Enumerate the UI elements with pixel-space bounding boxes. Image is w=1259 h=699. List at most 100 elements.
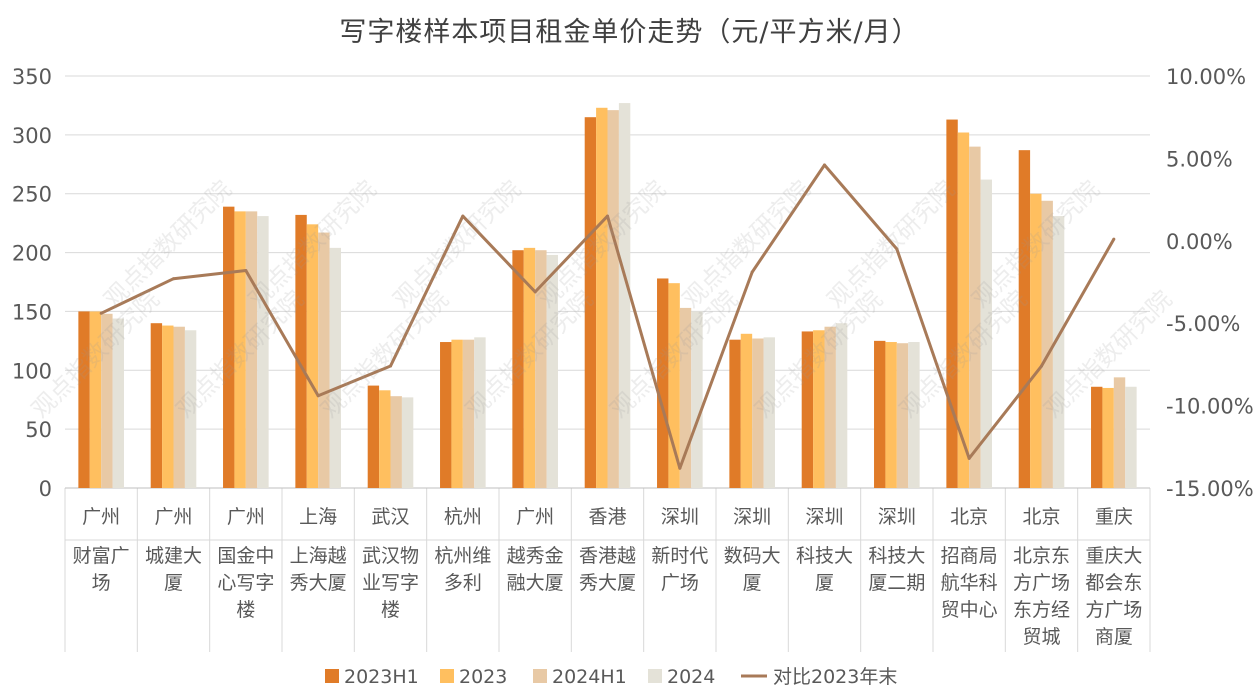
bar-2023H1 [874,340,886,488]
bar-2024H1 [824,326,836,488]
bar-2024 [257,216,269,488]
bar-2023 [740,333,753,488]
line-point [389,364,392,368]
bar-2023H1 [657,278,669,488]
bar-2024H1 [1041,200,1053,488]
bar-2024 [401,397,414,488]
category-name-label: 都会东 [1085,572,1142,594]
category-city-label: 深圳 [878,506,916,528]
legend-label: 2023 [459,666,507,688]
category-city-label: 杭州 [444,506,482,528]
category-name-label: 城建大 [145,545,202,567]
category-name-label: 商厦 [1095,626,1133,648]
y-left-tick-label: 100 [12,359,52,383]
line-point [99,311,103,315]
bar-2023H1 [512,250,524,488]
bar-2024 [980,179,992,489]
bar-2024H1 [969,146,981,488]
line-point [750,270,754,274]
category-name-label: 上海越 [290,545,347,567]
category-name-label: 武汉物 [362,545,419,567]
bar-2024 [546,254,558,488]
bar-2024 [618,103,631,489]
legend-label: 2024 [667,666,715,688]
category-name-label: 多利 [444,572,482,594]
category-city-label: 上海 [299,506,337,528]
bar-2023 [523,247,536,488]
line-point [967,456,971,460]
legend-label: 2024H1 [552,666,627,688]
bar-2024H1 [679,307,692,488]
bar-2023 [1102,387,1114,488]
bar-2023H1 [150,323,163,488]
bar-2024 [691,311,703,488]
bar-2023 [451,339,463,488]
category-name-label: 业写字 [362,572,419,594]
bar-2024 [908,342,920,488]
category-name-label: 方广场 [1013,572,1070,594]
category-city-label: 广州 [82,506,120,528]
bar-2023H1 [367,385,380,488]
bar-2024H1 [896,343,909,488]
bar-2023 [1030,193,1042,488]
line-point [244,268,248,272]
bar-2024 [835,323,848,488]
category-name-label: 越秀金 [507,545,564,567]
bar-2023H1 [1091,386,1103,488]
line-point [678,466,682,470]
category-city-label: 重庆 [1095,506,1133,528]
line-point [1112,237,1116,241]
bar-2023 [306,224,319,488]
bar-2023H1 [1018,150,1031,488]
y-left-tick-label: 50 [25,418,52,442]
category-name-label: 新时代 [651,545,708,567]
bar-2024H1 [607,110,619,488]
watermark: 观点指数研究院 [388,175,527,314]
line-point [533,290,537,294]
bar-2023H1 [946,119,958,488]
bar-2024H1 [173,326,185,488]
y-right-tick-label: 5.00% [1166,147,1233,171]
category-name-label: 贸城 [1022,626,1060,648]
bar-2024 [474,337,486,488]
bar-2024H1 [1113,377,1126,488]
chart-title: 写字楼样本项目租金单价走势（元/平方米/月） [339,17,920,48]
legend-swatch [648,669,662,683]
category-name-label: 秀大厦 [579,572,636,594]
category-name-label: 融大厦 [507,572,564,594]
y-right-tick-label: -5.00% [1166,312,1240,336]
y-right-tick-label: -10.00% [1166,395,1254,419]
category-name-label: 厦 [815,572,834,594]
category-name-label: 广场 [661,572,699,594]
bar-2023H1 [584,117,597,488]
category-name-label: 杭州维 [434,545,491,567]
bar-2024H1 [752,338,764,488]
category-name-label: 秀大厦 [290,572,347,594]
line-point [606,214,609,218]
y-right-tick-label: 10.00% [1166,65,1246,89]
bar-2024H1 [101,313,113,488]
y-right-tick-label: 0.00% [1166,230,1233,254]
category-name-label: 心写字 [217,572,274,594]
y-left-tick-label: 350 [12,65,52,89]
bar-2024H1 [245,211,258,488]
bar-2023H1 [801,331,814,488]
bar-2023H1 [440,342,452,488]
category-name-label: 北京东 [1013,545,1070,567]
bar-2024 [1052,216,1065,488]
bar-2023 [668,283,680,488]
line-point [461,214,465,218]
category-name-label: 场 [92,572,111,594]
category-name-label: 楼 [381,599,400,621]
bar-2023 [596,107,608,488]
category-city-label: 深圳 [661,506,699,528]
category-name-label: 楼 [236,599,255,621]
bar-2023 [89,311,102,488]
bar-2023H1 [295,214,307,488]
bar-2023H1 [729,339,741,488]
bar-2024H1 [318,232,330,488]
y-left-tick-label: 0 [39,477,52,501]
bar-2024 [1125,386,1137,488]
bar-2023H1 [78,311,90,488]
